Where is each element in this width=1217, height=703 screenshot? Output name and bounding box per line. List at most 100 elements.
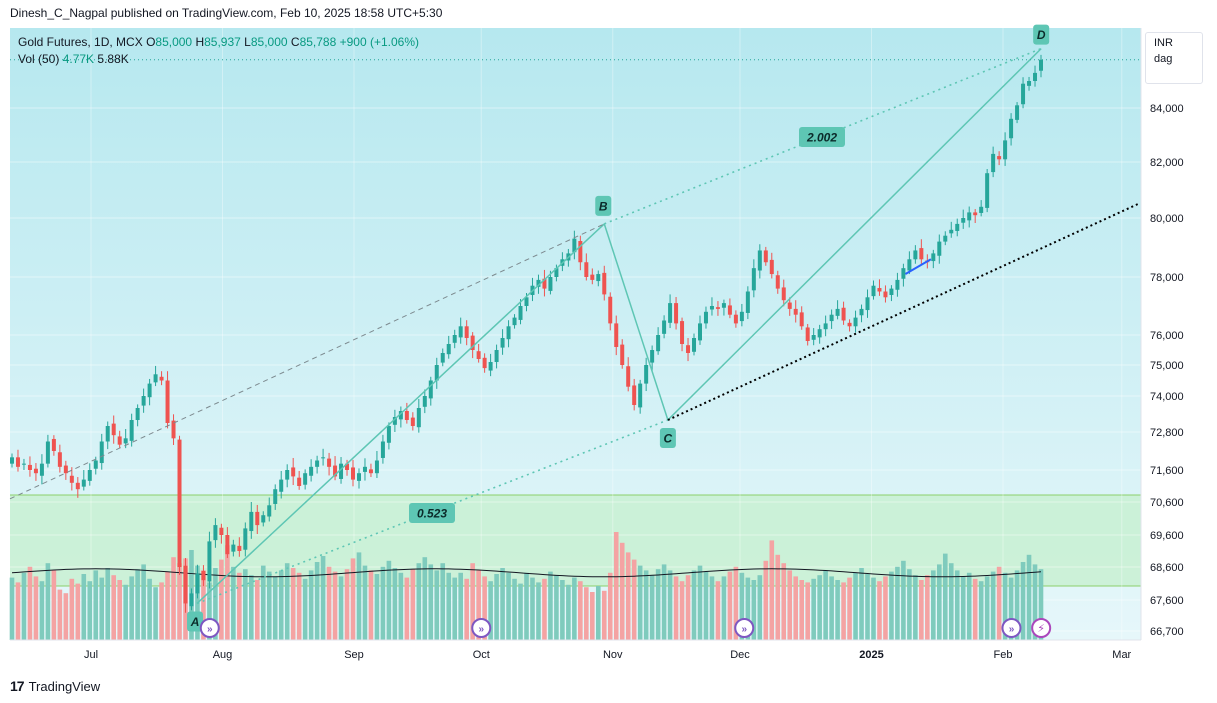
- legend-volume: 4.77K: [62, 52, 95, 66]
- volume-bar: [966, 572, 972, 640]
- currency-unit-box[interactable]: INR dag: [1145, 32, 1203, 84]
- volume-bar: [954, 570, 960, 640]
- volume-bar: [45, 563, 51, 640]
- candle-body: [859, 308, 864, 316]
- candle-body: [315, 460, 320, 467]
- candle-body: [380, 441, 385, 458]
- volume-bar: [763, 560, 769, 640]
- candle-body: [219, 527, 224, 535]
- candle-body: [901, 268, 906, 279]
- volume-bar: [446, 572, 452, 640]
- volume-bar: [913, 575, 918, 640]
- candle-body: [979, 206, 984, 213]
- volume-bar: [883, 576, 888, 640]
- candle-body: [620, 344, 625, 365]
- candle-body: [171, 420, 176, 439]
- volume-bar: [578, 581, 583, 640]
- candle-body: [512, 317, 517, 326]
- leg-cd: [667, 48, 1042, 421]
- candle-body: [739, 311, 744, 322]
- candle-body: [231, 544, 236, 552]
- volume-bar: [213, 568, 218, 640]
- legend-high: 85,937: [204, 35, 241, 49]
- candle-body: [715, 307, 720, 309]
- volume-bar: [799, 580, 804, 640]
- volume-bar: [201, 570, 206, 640]
- currency-unit: dag: [1154, 53, 1173, 65]
- candle-body: [967, 212, 972, 221]
- volume-bar: [901, 560, 906, 640]
- volume-bar: [769, 540, 775, 640]
- pattern-overlays: A B C D 2.002 0.523 » » » » ⚡: [9, 24, 1141, 638]
- candle-body: [410, 417, 415, 426]
- candle-body: [213, 525, 218, 541]
- legend-close: 85,788: [299, 35, 337, 49]
- volume-bar: [75, 583, 81, 640]
- candle-body: [159, 376, 164, 381]
- candle-body: [1003, 140, 1008, 160]
- candle-body: [261, 515, 266, 523]
- volume-bar: [865, 574, 870, 640]
- volume-bar: [919, 580, 924, 640]
- volume-bar: [1002, 572, 1008, 640]
- volume-bar: [554, 575, 559, 640]
- volume-bar: [871, 577, 876, 640]
- candle-body: [500, 338, 505, 348]
- candle-body: [333, 465, 338, 477]
- candle-body: [141, 396, 146, 406]
- event-icon: [471, 618, 492, 638]
- volume-bar: [494, 574, 499, 640]
- candle-body: [650, 350, 655, 363]
- legend-high-label: H: [195, 35, 205, 49]
- volume-bar: [996, 566, 1002, 640]
- point-c-label-text: C: [664, 432, 673, 446]
- volume-bar: [356, 552, 362, 640]
- leg-ab: [196, 223, 605, 604]
- volume-bar: [673, 576, 679, 640]
- volume-bar: [362, 565, 368, 640]
- volume-bar: [835, 580, 840, 640]
- volume-bar: [147, 578, 152, 640]
- candle-body: [638, 383, 643, 408]
- legend-change: +900 (+1.06%): [339, 35, 420, 49]
- candle-body: [309, 466, 314, 476]
- candle-body: [1015, 105, 1020, 120]
- legend-close-label: C: [290, 35, 300, 49]
- volume-bar: [859, 568, 864, 640]
- candlesticks: [10, 54, 1043, 613]
- volume-bar: [470, 563, 475, 640]
- candle-body: [542, 278, 547, 289]
- publisher-caption: Dinesh_C_Nagpal published on TradingView…: [10, 6, 443, 20]
- candle-body: [327, 458, 332, 467]
- volume-bar: [260, 565, 266, 640]
- volume-bar: [643, 570, 649, 640]
- volume-bar: [1032, 564, 1038, 640]
- volume-bar: [344, 569, 350, 640]
- volume-bar: [948, 563, 954, 640]
- tradingview-logo[interactable]: 17 TradingView: [10, 678, 100, 694]
- volume-bar: [87, 581, 93, 640]
- candle-body: [697, 323, 702, 341]
- volume-bar: [972, 578, 978, 640]
- volume-bar: [350, 558, 356, 640]
- volume-bar: [57, 589, 63, 640]
- time-tick-label: Feb: [994, 649, 1013, 661]
- volume-bar: [691, 570, 697, 640]
- volume-bar: [237, 572, 242, 640]
- candle-body: [644, 365, 649, 384]
- volume-bar: [709, 576, 715, 640]
- candle-body: [668, 303, 673, 323]
- candle-body: [69, 475, 74, 483]
- candle-body: [482, 357, 487, 369]
- volume-bar: [667, 570, 673, 640]
- volume-bar: [685, 575, 691, 640]
- volume-bar: [1026, 554, 1032, 640]
- ratio-label-bd: 2.002: [799, 127, 845, 147]
- volume-bar: [727, 571, 733, 640]
- candle-body: [674, 303, 679, 324]
- volume-bar: [39, 581, 45, 640]
- candle-body: [81, 479, 86, 487]
- currency-code: INR: [1154, 37, 1173, 49]
- candle-body: [823, 323, 828, 330]
